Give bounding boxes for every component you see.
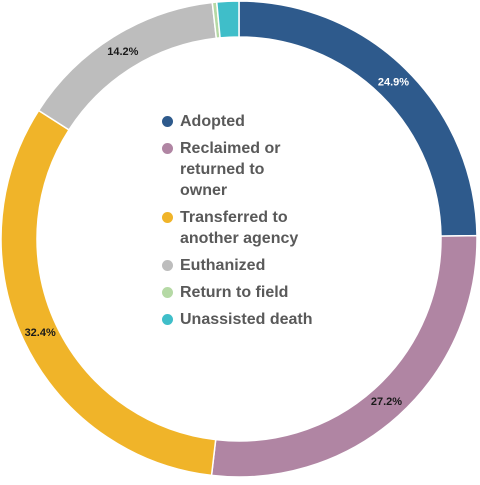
legend-marker-unassisted-death xyxy=(162,314,173,325)
data-label-euthanized: 14.2% xyxy=(107,46,138,58)
slice-unassisted-death xyxy=(215,0,240,39)
data-label-adopted: 24.9% xyxy=(378,76,409,88)
legend-label-return-to-field: Return to field xyxy=(180,284,289,301)
data-label-reclaimed: 27.2% xyxy=(371,396,402,408)
legend-item-euthanized: Euthanized xyxy=(162,255,362,276)
legend-label-adopted: Adopted xyxy=(180,113,245,130)
legend-item-adopted: Adopted xyxy=(162,111,362,132)
legend-label-reclaimed: Reclaimed or returned to owner xyxy=(180,140,281,199)
legend-marker-transferred xyxy=(162,212,173,223)
legend-item-transferred: Transferred to another agency xyxy=(162,207,362,249)
legend-item-unassisted-death: Unassisted death xyxy=(162,309,362,330)
legend-marker-reclaimed xyxy=(162,143,173,154)
legend: Adopted Reclaimed or returned to owner Tra… xyxy=(162,111,362,336)
legend-marker-euthanized xyxy=(162,260,173,271)
legend-label-unassisted-death: Unassisted death xyxy=(180,311,313,328)
legend-item-reclaimed: Reclaimed or returned to owner xyxy=(162,138,362,201)
legend-label-euthanized: Euthanized xyxy=(180,257,266,274)
legend-label-transferred: Transferred to another agency xyxy=(180,209,299,247)
legend-marker-adopted xyxy=(162,116,173,127)
legend-marker-return-to-field xyxy=(162,287,173,298)
legend-item-return-to-field: Return to field xyxy=(162,282,362,303)
data-label-transferred: 32.4% xyxy=(25,327,56,339)
